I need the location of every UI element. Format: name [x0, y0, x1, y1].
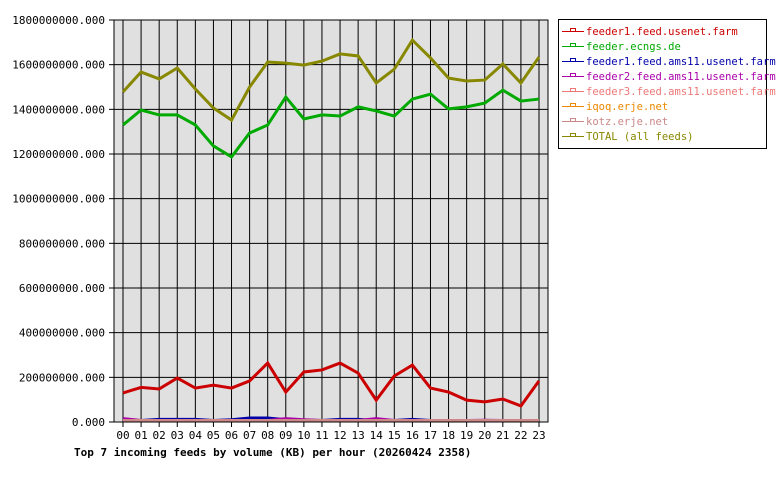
legend-swatch-icon: [562, 132, 584, 142]
y-tick-label: 800000000.000: [19, 237, 105, 250]
plot-area: [114, 20, 548, 422]
legend-swatch-icon: [562, 72, 584, 82]
legend-swatch-icon: [562, 42, 584, 52]
x-tick-label: 11: [315, 429, 328, 442]
x-tick-label: 02: [153, 429, 166, 442]
legend-label: kotz.erje.net: [586, 115, 669, 128]
x-tick-label: 08: [261, 429, 274, 442]
legend-label: feeder.ecngs.de: [586, 40, 681, 53]
legend-label: feeder1.feed.ams11.usenet.farm: [586, 55, 776, 68]
x-tick-label: 20: [478, 429, 491, 442]
x-tick-label: 01: [134, 429, 147, 442]
x-tick-label: 04: [189, 429, 203, 442]
chart-title: Top 7 incoming feeds by volume (KB) per …: [74, 446, 471, 459]
legend-swatch-icon: [562, 117, 584, 127]
x-tick-label: 23: [532, 429, 545, 442]
series-line-0: [122, 360, 541, 408]
series-layer: [121, 37, 541, 423]
axes: [113, 19, 549, 423]
legend-item: feeder2.feed.ams11.usenet.farm: [562, 69, 776, 84]
legend-item: iqoq.erje.net: [562, 99, 766, 114]
x-tick-label: 09: [279, 429, 292, 442]
x-tick-label: 13: [352, 429, 365, 442]
series-line-7: [121, 37, 541, 123]
x-tick-label: 21: [496, 429, 509, 442]
series-line-1: [122, 88, 540, 159]
y-tick-label: 1600000000.000: [12, 59, 105, 72]
legend: feeder1.feed.usenet.farm feeder.ecngs.de f…: [558, 19, 776, 149]
x-tick-label: 12: [333, 429, 346, 442]
y-tick-label: 400000000.000: [19, 327, 105, 340]
x-tick-label: 18: [442, 429, 455, 442]
legend-label: iqoq.erje.net: [586, 100, 669, 113]
x-tick-label: 03: [171, 429, 184, 442]
legend-label: feeder3.feed.ams11.usenet.farm: [586, 85, 776, 98]
y-tick-label: 1400000000.000: [12, 103, 105, 116]
x-tick-label: 19: [460, 429, 473, 442]
legend-swatch-icon: [562, 57, 584, 67]
x-axis-ticks: 00 01 02 03 04 05 06 07 08 09 10 11 12 13 14 15 16 17 18 19…: [116, 422, 546, 442]
y-tick-label: 200000000.000: [19, 371, 105, 384]
legend-swatch-icon: [562, 102, 584, 112]
legend-label: feeder2.feed.ams11.usenet.farm: [586, 70, 776, 83]
legend-item: kotz.erje.net: [562, 114, 766, 129]
x-tick-label: 17: [424, 429, 437, 442]
legend-item: feeder3.feed.ams11.usenet.farm: [562, 84, 776, 99]
legend-item: feeder.ecngs.de: [562, 39, 766, 54]
x-tick-label: 22: [514, 429, 527, 442]
legend-swatch-icon: [562, 87, 584, 97]
y-tick-label: 1800000000.000: [12, 14, 105, 27]
x-tick-label: 06: [225, 429, 238, 442]
x-tick-label: 14: [370, 429, 384, 442]
x-tick-label: 07: [243, 429, 256, 442]
grid-lines: [114, 19, 548, 423]
legend-label: feeder1.feed.usenet.farm: [586, 25, 738, 38]
y-tick-label: 1200000000.000: [12, 148, 105, 161]
x-tick-label: 10: [297, 429, 310, 442]
legend-item: feeder1.feed.usenet.farm: [562, 24, 766, 39]
x-tick-label: 16: [406, 429, 419, 442]
y-tick-label: 1000000000.000: [12, 193, 105, 206]
legend-item: TOTAL (all feeds): [562, 129, 766, 144]
y-tick-label: 0.000: [72, 416, 105, 429]
y-axis-ticks: 0.000 200000000.000 400000000.000 600000000…: [12, 14, 114, 429]
legend-item: feeder1.feed.ams11.usenet.farm: [562, 54, 776, 69]
x-tick-label: 00: [116, 429, 129, 442]
x-tick-label: 05: [207, 429, 220, 442]
y-tick-label: 600000000.000: [19, 282, 105, 295]
legend-label: TOTAL (all feeds): [586, 130, 694, 143]
x-tick-label: 15: [388, 429, 401, 442]
legend-swatch-icon: [562, 27, 584, 37]
